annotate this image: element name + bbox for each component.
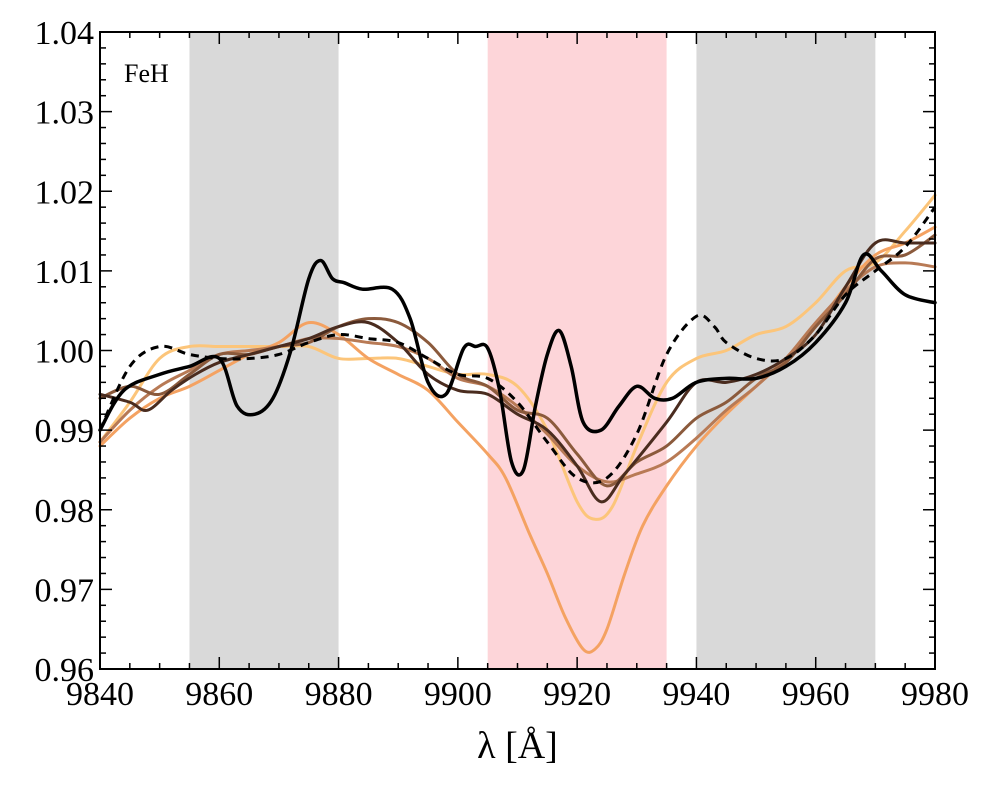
y-tick-label: 0.97: [35, 572, 95, 609]
x-tick-label: 9980: [901, 676, 969, 713]
x-tick-label: 9920: [543, 676, 611, 713]
y-tick-label: 1.01: [35, 254, 95, 291]
y-tick-label: 1.04: [35, 15, 95, 52]
x-axis-title: λ [Å]: [477, 725, 558, 767]
x-tick-label: 9860: [185, 676, 253, 713]
y-tick-label: 0.99: [35, 413, 95, 450]
axis-ticks: [99, 31, 936, 670]
series-line-spectrum-black: [98, 252, 937, 477]
tick-labels: 9840 9860 9880 9900 9920 9940 9960 9980 0.96 0.97…: [35, 15, 970, 713]
y-tick-label: 0.98: [35, 493, 95, 530]
x-tick-label: 9880: [305, 676, 373, 713]
x-tick-label: 9840: [66, 676, 134, 713]
x-tick-label: 9900: [424, 676, 492, 713]
y-tick-label: 1.03: [35, 95, 95, 132]
series-line-spectrum-light-brown: [98, 261, 937, 484]
y-tick-label: 1.02: [35, 174, 95, 211]
y-tick-label: 0.96: [35, 652, 95, 689]
series-lines: [98, 193, 937, 654]
x-tick-label: 9940: [662, 676, 730, 713]
shaded-regions: [189, 32, 876, 669]
annotation-label: FeH: [124, 59, 169, 88]
x-tick-label: 9960: [782, 676, 850, 713]
y-tick-label: 1.00: [35, 334, 95, 371]
series-line-model-dashed: [98, 206, 937, 485]
shaded-region-feature-band: [487, 32, 667, 669]
